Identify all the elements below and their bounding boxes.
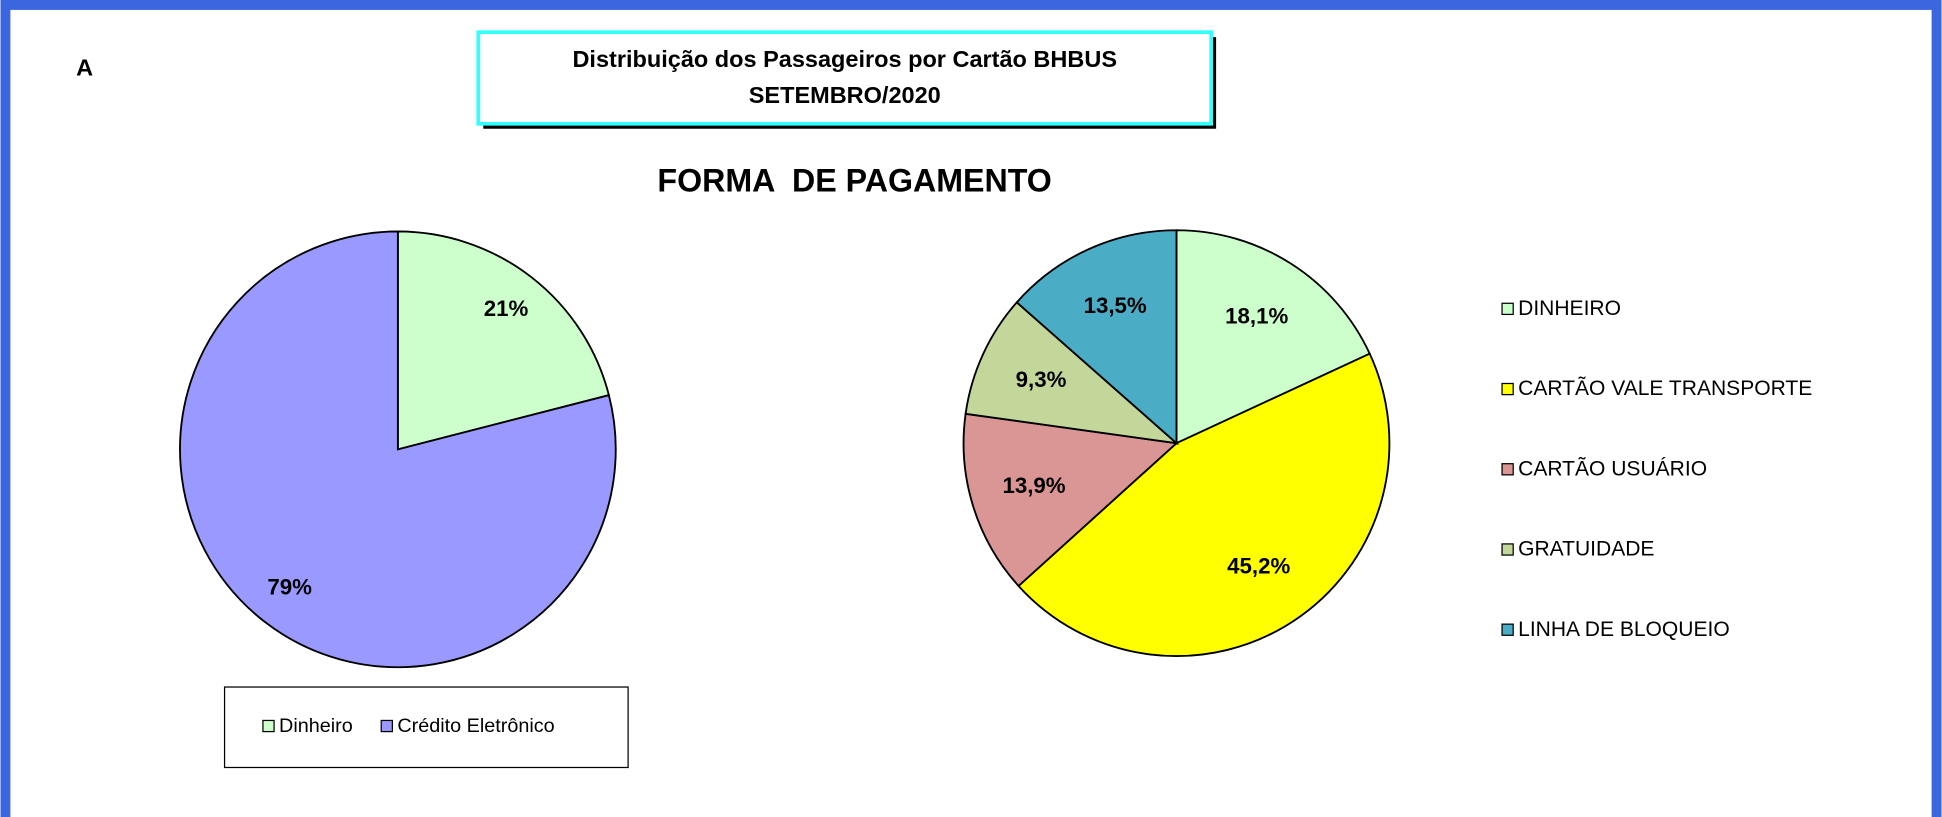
data-label: 21% — [484, 296, 529, 321]
legend-swatch — [1501, 463, 1514, 476]
subtitle: SETEMBRO/2020 — [749, 82, 941, 108]
legend-box — [223, 686, 629, 769]
pie-slice — [964, 301, 1180, 445]
legend-label: DINHEIRO — [1518, 297, 1621, 320]
legend-label: CARTÃO USUÁRIO — [1518, 456, 1707, 480]
panel-label: A — [76, 55, 93, 81]
title: Distribuição dos Passageiros por Cartão … — [572, 46, 1117, 72]
data-label: 18,1% — [1225, 303, 1288, 328]
data-label: 13,5% — [1084, 293, 1147, 318]
data-label: 13,9% — [1002, 473, 1065, 498]
legend-swatch — [1501, 302, 1514, 316]
legend-swatch — [1501, 382, 1514, 396]
heading: FORMA DE PAGAMENTO — [657, 163, 1051, 199]
legend-label: LINHA DE BLOQUEIO — [1518, 618, 1730, 641]
legend-swatch — [1501, 623, 1514, 636]
legend-swatch — [1501, 543, 1514, 556]
pie-slice — [1175, 229, 1371, 445]
pie-slice — [962, 412, 1179, 588]
pie-slice — [1017, 352, 1391, 657]
legend-swatch — [380, 719, 393, 733]
data-label: 45,2% — [1227, 553, 1290, 578]
pie-slice — [179, 230, 617, 669]
pie-slice — [1015, 229, 1178, 446]
legend-label: CARTÃO VALE TRANSPORTE — [1518, 376, 1812, 400]
legend-swatch — [262, 719, 275, 733]
title-box — [476, 30, 1214, 126]
legend-label: GRATUIDADE — [1518, 538, 1654, 561]
data-label: 9,3% — [1016, 367, 1067, 392]
data-label: 79% — [267, 575, 312, 600]
pie-slice — [396, 230, 611, 451]
legend-label: Crédito Eletrônico — [397, 715, 554, 737]
legend-label: Dinheiro — [279, 715, 353, 737]
